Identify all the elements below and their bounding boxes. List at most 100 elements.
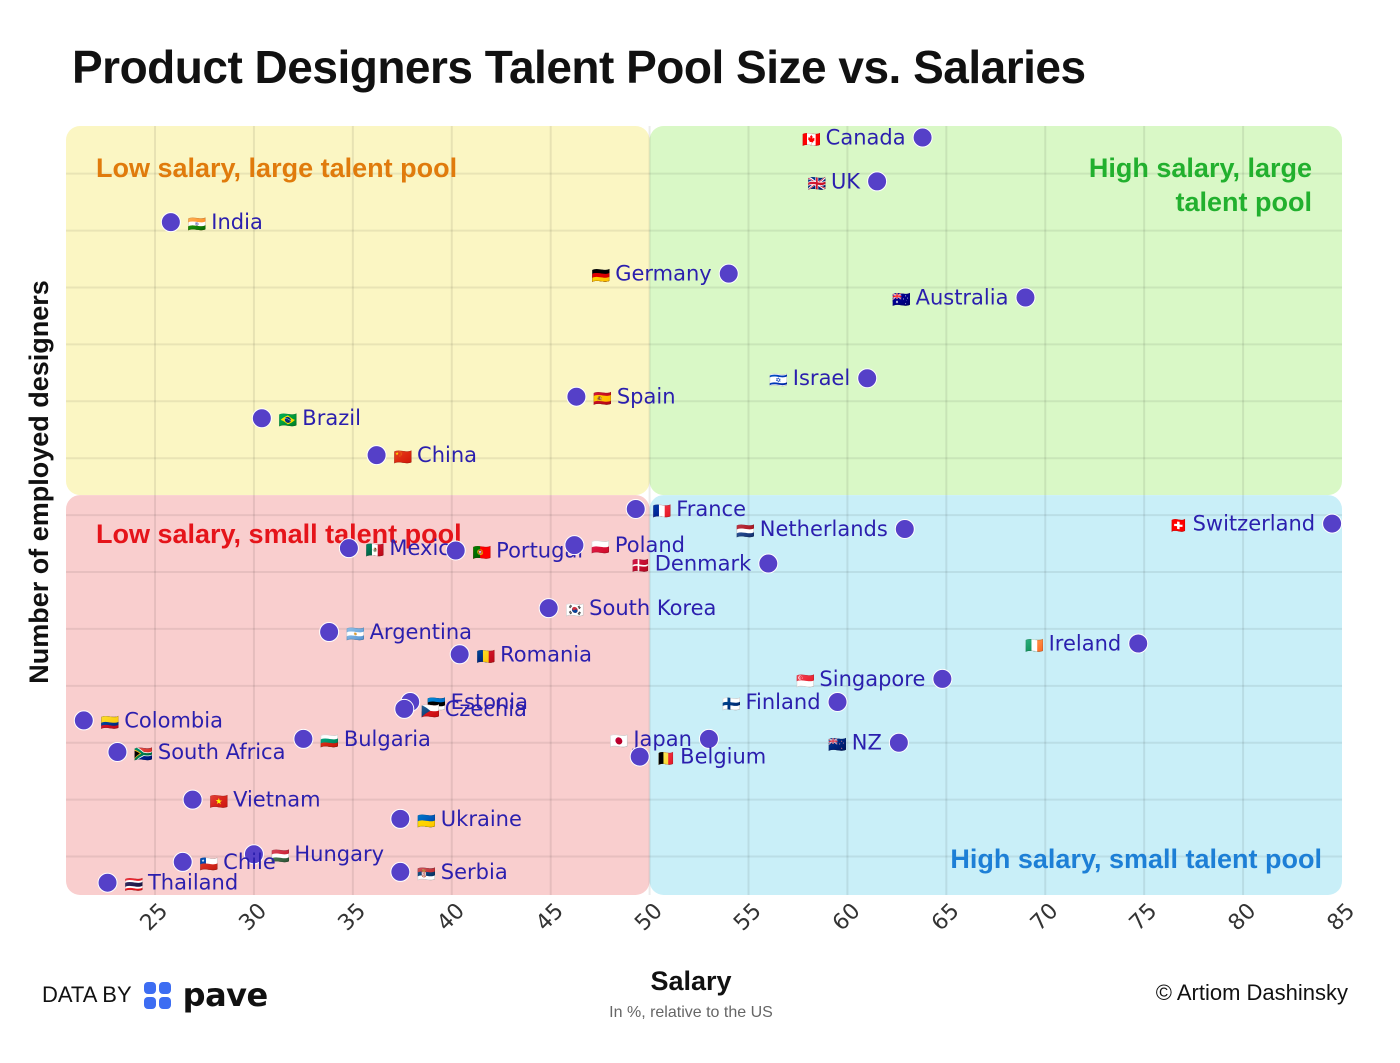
point-argentina: 🇦🇷 Argentina <box>319 620 472 644</box>
pave-logo-icon <box>143 981 171 1009</box>
point-uk: 🇬🇧 UK <box>807 169 888 193</box>
country-name: Colombia <box>124 708 223 732</box>
country-name: Ukraine <box>441 807 522 831</box>
point-australia: 🇦🇺 Australia <box>892 285 1036 309</box>
flag-icon: 🇩🇰 <box>631 557 654 575</box>
point-china: 🇨🇳 China <box>366 443 477 467</box>
flag-icon: 🇳🇿 <box>828 736 851 754</box>
data-by-label: DATA BY <box>42 982 132 1007</box>
data-point-label: 🇫🇮 Finland <box>722 690 821 714</box>
flag-icon: 🇪🇸 <box>593 390 616 408</box>
point-chile: 🇨🇱 Chile <box>172 850 276 874</box>
data-point-marker <box>160 212 181 233</box>
country-name: Germany <box>615 262 712 286</box>
data-point-marker <box>566 386 587 407</box>
point-bulgaria: 🇧🇬 Bulgaria <box>293 727 431 751</box>
x-tick-label: 50 <box>630 899 667 936</box>
country-name: Switzerland <box>1193 512 1316 536</box>
country-name: Estonia <box>451 690 528 714</box>
country-name: Serbia <box>441 860 508 884</box>
data-point-marker <box>625 498 646 519</box>
point-germany: 🇩🇪 Germany <box>592 262 739 286</box>
flag-icon: 🇨🇦 <box>802 131 825 149</box>
data-point-marker <box>1322 513 1343 534</box>
x-tick-label: 75 <box>1125 899 1162 936</box>
data-point-marker <box>857 368 878 389</box>
data-point-marker <box>97 872 118 893</box>
point-spain: 🇪🇸 Spain <box>566 385 676 409</box>
point-france: 🇫🇷 France <box>625 497 746 521</box>
x-axis-label: Salary <box>650 966 731 996</box>
data-point-label: 🇦🇺 Australia <box>892 285 1008 309</box>
data-point-marker <box>1015 287 1036 308</box>
point-vietnam: 🇻🇳 Vietnam <box>182 788 321 812</box>
quadrant-low-salary-large-pool <box>66 126 650 496</box>
country-name: China <box>417 443 477 467</box>
point-japan: 🇯🇵 Japan <box>610 727 719 751</box>
country-name: Brazil <box>302 406 361 430</box>
data-point-label: 🇮🇳 India <box>188 210 263 234</box>
data-point-label: 🇻🇳 Vietnam <box>210 788 321 812</box>
point-south-korea: 🇰🇷 South Korea <box>538 596 716 620</box>
flag-icon: 🇵🇱 <box>591 538 614 556</box>
country-name: Argentina <box>370 620 472 644</box>
point-estonia: 🇪🇪 Estonia <box>400 690 528 714</box>
x-tick-label: 70 <box>1026 899 1063 936</box>
data-point-marker <box>912 127 933 148</box>
country-name: Singapore <box>819 667 925 691</box>
quadrant-label-high-salary-large-pool: High salary, large talent pool <box>1089 153 1312 217</box>
data-point-marker <box>449 644 470 665</box>
data-point-marker <box>251 408 272 429</box>
flag-icon: 🇨🇭 <box>1169 517 1192 535</box>
quadrant-backgrounds <box>66 126 1342 895</box>
data-point-marker <box>366 445 387 466</box>
country-name: South Korea <box>589 596 716 620</box>
flag-icon: 🇦🇷 <box>346 625 369 643</box>
data-point-marker <box>172 851 193 872</box>
data-point-label: 🇸🇬 Singapore <box>796 667 925 691</box>
x-tick-label: 45 <box>531 899 568 936</box>
flag-icon: 🇩🇪 <box>592 267 615 285</box>
flag-icon: 🇷🇸 <box>417 865 440 883</box>
data-point-label: 🇨🇭 Switzerland <box>1169 512 1315 536</box>
x-axis-ticks: 25 30 35 40 45 50 55 60 65 70 75 80 85 <box>136 899 1360 936</box>
data-point-marker <box>867 171 888 192</box>
country-name: France <box>676 497 746 521</box>
point-ukraine: 🇺🇦 Ukraine <box>390 807 522 831</box>
point-belgium: 🇧🇪 Belgium <box>629 745 766 769</box>
data-point-marker <box>182 789 203 810</box>
country-name: Spain <box>617 385 676 409</box>
country-name: India <box>211 210 263 234</box>
flag-icon: 🇧🇬 <box>320 732 343 750</box>
data-point-marker <box>243 844 264 865</box>
country-name: NZ <box>852 731 882 755</box>
data-point-marker <box>718 263 739 284</box>
flag-icon: 🇨🇱 <box>200 855 223 873</box>
data-point-label: 🇩🇰 Denmark <box>631 552 752 576</box>
flag-icon: 🇯🇵 <box>610 732 633 750</box>
x-tick-label: 55 <box>729 899 766 936</box>
quadrant-low-salary-small-pool <box>66 495 650 895</box>
data-point-label: 🇦🇷 Argentina <box>346 620 472 644</box>
data-point-marker <box>338 538 359 559</box>
flag-icon: 🇫🇷 <box>653 502 676 520</box>
data-point-label: 🇷🇸 Serbia <box>417 860 507 884</box>
x-tick-label: 25 <box>136 899 173 936</box>
point-finland: 🇫🇮 Finland <box>722 690 848 714</box>
data-point-label: 🇫🇷 France <box>653 497 746 521</box>
point-canada: 🇨🇦 Canada <box>802 126 933 150</box>
flag-icon: 🇪🇪 <box>427 695 450 713</box>
data-point-marker <box>445 540 466 561</box>
x-tick-label: 40 <box>432 899 469 936</box>
data-point-marker <box>390 808 411 829</box>
flag-icon: 🇺🇦 <box>417 812 440 830</box>
point-czechia: 🇨🇿 Czechia <box>394 697 527 721</box>
flag-icon: 🇿🇦 <box>134 745 157 763</box>
flag-icon: 🇻🇳 <box>210 793 233 811</box>
point-south-africa: 🇿🇦 South Africa <box>107 740 285 764</box>
flag-icon: 🇨🇴 <box>101 713 124 731</box>
data-point-marker <box>394 698 415 719</box>
data-point-marker <box>827 691 848 712</box>
country-name: Canada <box>826 126 906 150</box>
point-denmark: 🇩🇰 Denmark <box>631 552 779 576</box>
